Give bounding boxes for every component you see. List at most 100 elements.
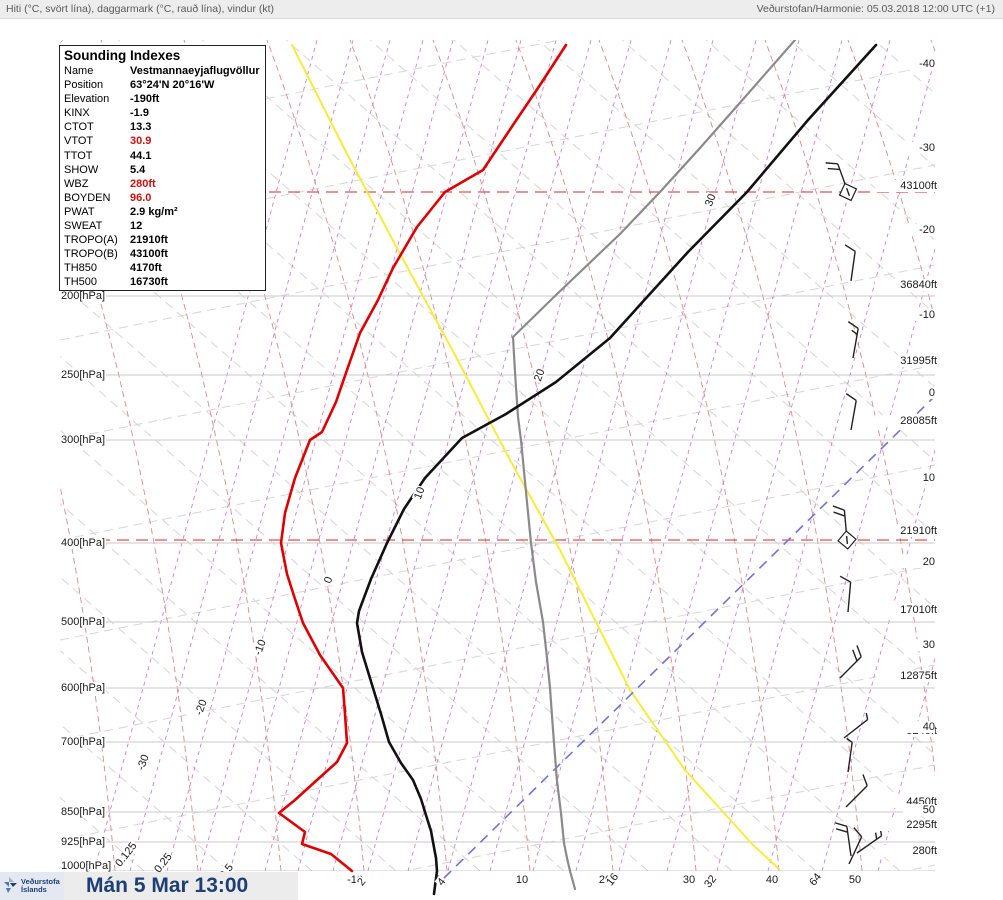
isotherm-label-right: 0 [903, 387, 935, 399]
temperature-curve [355, 43, 878, 896]
index-row: Position 63°24'N 20°16'W [64, 78, 261, 92]
index-value: 96.0 [130, 191, 152, 204]
pressure-axis-label: 400[hPa] [60, 537, 107, 549]
index-row: SWEAT 12 [64, 219, 261, 233]
logo-line-1: Veðurstofa [21, 877, 60, 886]
pressure-axis-label: 250[hPa] [60, 369, 107, 381]
index-row: KINX -1.9 [64, 106, 261, 120]
index-row: TH850 4170ft [64, 261, 261, 275]
pressure-axis-label: 500[hPa] [60, 616, 107, 628]
wind-barb [844, 244, 856, 282]
index-row: TROPO(B) 43100ft [64, 247, 261, 261]
wind-barb-column [825, 162, 883, 865]
altitude-label: 17010ft [875, 604, 937, 616]
isotherm-label-right: -30 [903, 142, 935, 154]
logo-text: Veðurstofa Íslands [21, 878, 60, 894]
wind-barb [832, 505, 857, 550]
pressure-axis-label: 925[hPa] [60, 836, 107, 848]
index-value: 4170ft [130, 262, 162, 275]
altitude-label: 43100ft [875, 180, 937, 192]
isotherm-label-right: 50 [903, 804, 935, 816]
altitude-label: 21910ft [875, 525, 937, 537]
index-label: TTOT [64, 149, 93, 162]
altitude-label: 28085ft [875, 415, 937, 427]
pressure-axis-label: 300[hPa] [60, 434, 107, 446]
index-value: 280ft [130, 177, 156, 190]
index-label: Name [64, 65, 94, 77]
isotherm-label-right: -20 [903, 224, 935, 236]
wind-barb [845, 393, 857, 431]
pressure-axis-label: 1000[hPa] [60, 860, 113, 872]
dewpoint-curve [277, 43, 568, 873]
index-label: TH850 [64, 262, 98, 275]
isotherm-label-right: -10 [903, 309, 935, 321]
altitude-label: 36840ft [875, 279, 937, 291]
index-label: PWAT [64, 205, 95, 218]
index-row: WBZ 280ft [64, 177, 261, 191]
index-label: VTOT [64, 135, 94, 148]
temp-tick-label: 30 [682, 874, 696, 886]
index-value: 21910ft [130, 234, 168, 247]
header-legend-label: Hiti (°C, svört lína), daggarmark (°C, r… [6, 3, 275, 15]
isotherm-label-right: 30 [903, 639, 935, 651]
index-label: KINX [64, 107, 90, 120]
vedurstofa-logo: Veðurstofa Íslands [0, 872, 64, 900]
index-label: BOYDEN [64, 191, 111, 204]
temp-tick-label: 50 [848, 874, 862, 886]
wind-barb [847, 321, 859, 359]
wind-barb [825, 162, 858, 202]
index-value: 12 [130, 220, 143, 233]
index-label: TROPO(B) [64, 248, 118, 261]
auxiliary-gray-curve [511, 40, 797, 891]
pressure-axis-label: 200[hPa] [60, 290, 107, 302]
wind-barb [835, 822, 852, 857]
index-label: Elevation [64, 93, 110, 106]
index-label: SWEAT [64, 220, 103, 233]
index-label: WBZ [64, 177, 89, 190]
wind-barb [848, 827, 863, 865]
index-value: 43100ft [130, 248, 168, 261]
wind-barb [845, 774, 868, 808]
index-value: 5.4 [130, 163, 146, 176]
freezing-level-line [443, 394, 935, 879]
temp-tick-label: 10 [515, 874, 529, 886]
isotherm-label-right: 40 [903, 721, 935, 733]
chart-header-bar: Hiti (°C, svört lína), daggarmark (°C, r… [0, 0, 1003, 19]
index-label: CTOT [64, 121, 94, 134]
index-value: 30.9 [130, 135, 152, 148]
index-value: 44.1 [130, 149, 152, 162]
index-row: Elevation -190ft [64, 92, 261, 106]
pressure-axis-label: 850[hPa] [60, 806, 107, 818]
isotherm-label-right: 10 [903, 472, 935, 484]
isotherm-label-right: 20 [903, 556, 935, 568]
footer-bar: Veðurstofa Íslands Mán 5 Mar 13:00 [0, 872, 298, 900]
temp-tick-label: 40 [765, 874, 779, 886]
index-row: TROPO(A) 21910ft [64, 233, 261, 247]
header-source-label: Veðurstofan/Harmonie: 05.03.2018 12:00 U… [756, 3, 995, 15]
index-row: VTOT 30.9 [64, 134, 261, 148]
index-value: -1.9 [130, 107, 149, 120]
index-label: Position [64, 79, 104, 92]
index-row: PWAT 2.9 kg/m² [64, 205, 261, 219]
index-row: TTOT 44.1 [64, 149, 261, 163]
index-label: TROPO(A) [64, 234, 118, 247]
logo-line-2: Íslands [21, 885, 47, 894]
logo-icon [4, 877, 17, 893]
index-value: 63°24'N 20°16'W [130, 79, 215, 92]
index-label: TH500 [64, 276, 98, 289]
altitude-label: 12875ft [875, 670, 937, 682]
index-value: 2.9 kg/m² [130, 205, 178, 218]
wind-barb [839, 575, 852, 613]
index-row: SHOW 5.4 [64, 163, 261, 177]
pressure-axis-label: 600[hPa] [60, 682, 107, 694]
sounding-curves [60, 40, 935, 896]
altitude-label: 2295ft [875, 819, 937, 831]
timestamp-label: Mán 5 Mar 13:00 [64, 872, 298, 900]
yellow-reference-line [291, 44, 779, 869]
index-label: SHOW [64, 163, 99, 176]
pressure-axis-label: 700[hPa] [60, 736, 107, 748]
altitude-label: 280ft [875, 845, 937, 857]
index-value: 16730ft [130, 276, 168, 289]
index-row: Name Vestmannaeyjaflugvöllur [64, 64, 261, 78]
